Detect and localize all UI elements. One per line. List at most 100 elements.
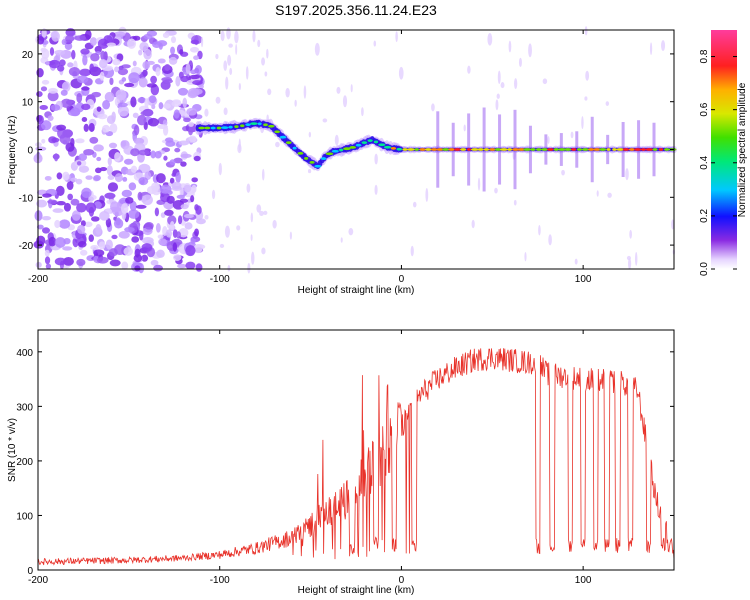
noise-blob (173, 254, 182, 262)
spectrogram-ridge (194, 107, 677, 192)
noise-blob (58, 219, 71, 229)
noise-blob (76, 161, 82, 166)
noise-blob (196, 218, 206, 225)
ridge-peak (250, 122, 258, 126)
ridge-peak (466, 148, 472, 151)
noise-blob (97, 38, 109, 49)
noise-streak (605, 101, 610, 106)
ridge-peak (593, 148, 601, 151)
ridge-peak (216, 126, 222, 130)
noise-streak (219, 243, 225, 249)
noise-streak (314, 42, 320, 56)
noise-blob (191, 177, 198, 183)
noise-blob (154, 150, 162, 159)
noise-blob (51, 137, 60, 143)
noise-blob (122, 176, 128, 182)
noise-blob (107, 175, 115, 180)
ridge-peak (460, 148, 467, 151)
ridge-peak (488, 148, 496, 151)
snr-y-tick-label: 100 (16, 511, 33, 522)
noise-blob (107, 182, 119, 192)
noise-blob (88, 196, 94, 202)
noise-blob (75, 138, 85, 144)
noise-blob (54, 257, 67, 266)
colorbar-ticks: 0.0 0.2 0.4 0.6 0.8 (699, 49, 737, 276)
snr-y-tick-label: 400 (16, 348, 33, 359)
ridge-peak (383, 145, 392, 149)
noise-blob (91, 216, 100, 222)
noise-blob (158, 42, 163, 50)
noise-blob (52, 208, 64, 213)
noise-blob (63, 202, 72, 212)
noise-blob (183, 117, 191, 123)
noise-blob (41, 28, 47, 38)
ridge-peak (407, 148, 415, 151)
noise-blob (163, 79, 173, 84)
noise-blob (133, 254, 143, 263)
noise-blob (97, 113, 108, 120)
noise-blob (41, 79, 50, 85)
noise-blob (83, 123, 89, 132)
ridge-peak (402, 148, 408, 151)
ridge-peak (612, 148, 617, 151)
noise-blob (76, 202, 87, 213)
noise-blob (179, 198, 189, 203)
noise-blob (89, 136, 99, 144)
colorbar: 0.0 0.2 0.4 0.6 0.8 Normalized spectral ampl… (699, 30, 748, 276)
ridge-peak (541, 148, 548, 151)
ridge-peak (507, 148, 512, 151)
ridge-peak (419, 148, 426, 151)
noise-blob (62, 246, 73, 251)
noise-blob (90, 245, 99, 250)
noise-streak (471, 219, 475, 229)
noise-streak (477, 177, 481, 191)
noise-streak (236, 225, 241, 231)
noise-streak (373, 40, 377, 47)
noise-streak (204, 108, 209, 117)
noise-streak (336, 86, 341, 94)
noise-blob (137, 114, 147, 126)
noise-blob (139, 41, 149, 51)
noise-blob (191, 184, 197, 194)
noise-streak (528, 43, 532, 58)
noise-streak (348, 227, 354, 236)
noise-blob (138, 263, 145, 274)
noise-streak (585, 70, 590, 81)
noise-blob (40, 47, 47, 53)
noise-blob (98, 241, 106, 250)
noise-streak (285, 87, 290, 98)
noise-blob (130, 165, 138, 173)
ridge-peak (535, 148, 542, 151)
noise-streak (361, 107, 364, 117)
noise-blob (99, 166, 108, 172)
noise-blob (100, 50, 106, 61)
noise-blob (88, 122, 95, 133)
noise-blob (47, 90, 59, 102)
noise-blob (157, 124, 168, 130)
noise-streak (342, 95, 348, 108)
noise-streak (294, 99, 297, 107)
noise-blob (175, 172, 181, 184)
noise-streak (496, 93, 500, 99)
noise-blob (169, 159, 176, 166)
colorbar-gradient (711, 30, 737, 269)
noise-blob (85, 175, 93, 180)
noise-blob (88, 234, 94, 242)
spectrogram-y-tick-label: 0 (27, 146, 33, 157)
noise-streak (626, 255, 631, 261)
noise-blob (61, 39, 67, 46)
noise-blob (81, 86, 90, 91)
noise-streak (228, 43, 233, 48)
noise-blob (185, 261, 196, 270)
noise-blob (78, 165, 90, 173)
ridge-peak (658, 148, 664, 151)
noise-streak (229, 67, 233, 76)
snr-ylabel: SNR (10 * v/v) (7, 418, 18, 482)
noise-blob (174, 147, 181, 153)
noise-blob (54, 49, 66, 56)
noise-blob (183, 213, 194, 219)
noise-blob (80, 220, 86, 227)
noise-blob (37, 35, 45, 45)
ridge-peak (453, 148, 461, 151)
ridge-peak (373, 140, 379, 144)
